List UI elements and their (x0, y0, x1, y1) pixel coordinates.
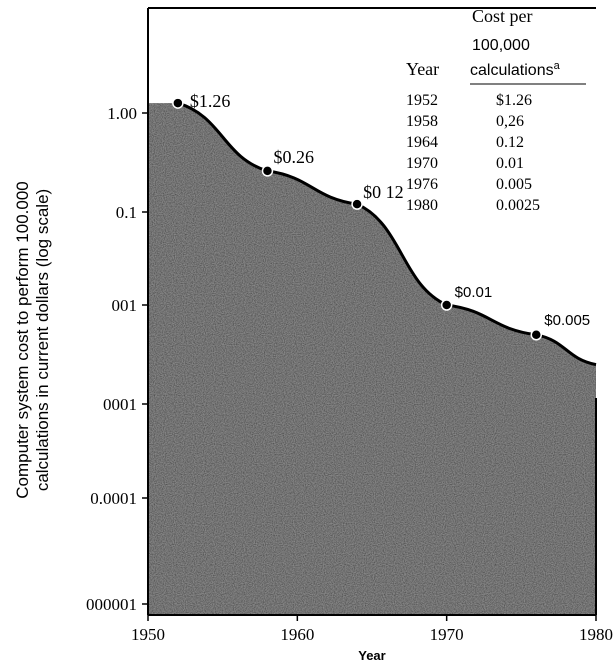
data-label: $0 12 (363, 182, 404, 202)
table-cell-year: 1952 (406, 92, 438, 109)
y-axis-title: Computer system cost to perform 100.000c… (13, 181, 52, 498)
data-label: $0.26 (273, 147, 314, 167)
table-cell-cost: 0.12 (496, 134, 524, 151)
data-point (172, 97, 184, 109)
y-tick-label: 0.1 (116, 203, 137, 222)
y-tick-label: 001 (112, 296, 138, 315)
table-rows: 1952 $1.26 1958 0,26 1964 0.12 1970 0.01 1976 0.0… (406, 92, 540, 214)
table-cell-year: 1970 (406, 155, 438, 172)
y-axis-title-line1: Computer system cost to perform 100.000 (13, 181, 32, 498)
table-cell-cost: 0,26 (496, 113, 524, 130)
table-cell-year: 1976 (406, 176, 438, 193)
y-axis-title-line2: calculations in current dollars (log sca… (33, 189, 52, 491)
y-tick-label: 0001 (103, 395, 137, 414)
table-cell-cost: 0.0025 (496, 197, 540, 214)
table-cell-year: 1980 (406, 197, 438, 214)
data-point (440, 299, 453, 311)
table-header-cost-line3: calculationsa (470, 60, 561, 79)
table-cell-year: 1964 (406, 134, 438, 151)
y-tick-label: 1.00 (107, 104, 137, 123)
data-table: Year Cost per 100,000 calculationsa 1952… (406, 6, 586, 214)
data-point (351, 198, 363, 210)
x-tick-label: 1980 (579, 625, 613, 644)
y-tick-label: 0.0001 (90, 489, 137, 508)
data-label: $1.26 (190, 91, 231, 111)
table-header-cost-line1: Cost per (472, 6, 533, 26)
table-header-footnote-mark: a (554, 60, 561, 72)
table-cell-cost: $1.26 (496, 92, 532, 109)
table-header-cost-line2: 100,000 (472, 37, 530, 54)
data-label: $0.005 (544, 312, 590, 329)
x-tick-label: 1950 (131, 625, 165, 644)
data-point (261, 165, 274, 177)
table-cell-year: 1958 (406, 113, 438, 130)
data-label: $0.01 (455, 284, 493, 301)
cost-area (148, 103, 596, 615)
table-header-cost-word: calculations (470, 62, 554, 79)
y-tick-label: 000001 (86, 595, 137, 614)
data-point (530, 329, 543, 341)
table-cell-cost: 0.01 (496, 155, 524, 172)
x-tick-label: 1970 (430, 625, 464, 644)
labels-layer: $1.26 $0.26 $0 12 $0.01 $0.005 (190, 91, 590, 329)
x-axis-title: Year (358, 648, 385, 663)
table-header-year: Year (406, 59, 439, 79)
points-layer (172, 97, 543, 341)
x-tick-label: 1960 (280, 625, 314, 644)
table-cell-cost: 0.005 (496, 176, 532, 193)
